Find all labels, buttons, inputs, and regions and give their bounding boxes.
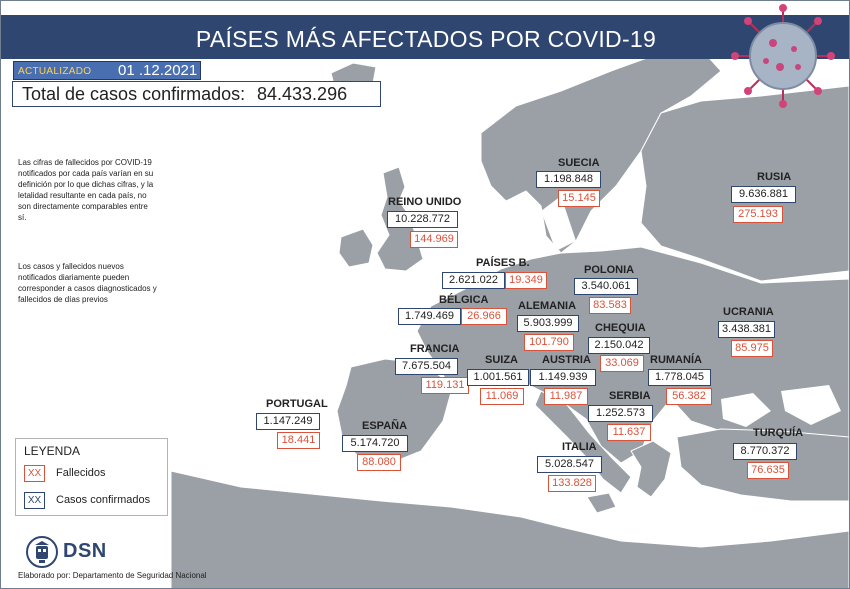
country-name-turquia: TURQUÍA	[753, 427, 804, 439]
country-name-reino-unido: REINO UNIDO	[388, 196, 462, 208]
country-cases-suecia: 1.198.848	[536, 171, 601, 188]
note-fallecidos: Las cifras de fallecidos por COVID-19 no…	[18, 158, 154, 222]
legend: LEYENDA XX Fallecidos XX Casos confirmad…	[15, 438, 168, 516]
country-name-rumania: RUMANÍA	[650, 354, 702, 366]
country-cases-espana: 5.174.720	[342, 435, 408, 452]
country-cases-portugal: 1.147.249	[256, 413, 320, 430]
country-deaths-serbia: 11.637	[607, 424, 651, 441]
dsn-emblem-icon	[26, 536, 58, 568]
country-name-suiza: SUIZA	[485, 354, 518, 366]
legend-title: LEYENDA	[24, 444, 81, 458]
country-deaths-reino-unido: 144.969	[410, 231, 458, 248]
country-deaths-ucrania: 85.975	[731, 340, 773, 357]
country-deaths-turquia: 76.635	[747, 462, 789, 479]
country-deaths-paises-bajos: 19.349	[505, 272, 547, 289]
country-cases-turquia: 8.770.372	[733, 443, 797, 460]
country-deaths-suecia: 15.145	[558, 190, 600, 207]
country-name-belgica: BÉLGICA	[439, 294, 489, 306]
country-deaths-belgica: 26.966	[461, 308, 507, 325]
country-cases-francia: 7.675.504	[395, 358, 458, 375]
country-cases-serbia: 1.252.573	[588, 405, 653, 422]
updated-label: ACTUALIZADO	[18, 66, 92, 77]
country-cases-rusia: 9.636.881	[731, 186, 796, 203]
header-bar	[1, 15, 849, 59]
legend-cases-swatch: XX	[24, 492, 45, 509]
country-deaths-espana: 88.080	[357, 454, 401, 471]
country-cases-rumania: 1.778.045	[648, 369, 711, 386]
country-deaths-chequia: 33.069	[600, 355, 644, 372]
country-deaths-rusia: 275.193	[733, 206, 783, 223]
coronavirus-icon	[731, 4, 835, 108]
country-name-italia: ITALIA	[562, 441, 597, 453]
country-cases-austria: 1.149.939	[530, 369, 596, 386]
country-name-ucrania: UCRANIA	[723, 306, 774, 318]
side-panel: Las cifras de fallecidos por COVID-19 no…	[1, 111, 171, 588]
country-cases-reino-unido: 10.228.772	[387, 211, 458, 228]
country-cases-alemania: 5.903.999	[517, 315, 579, 332]
legend-deaths-swatch: XX	[24, 465, 45, 482]
note-casos: Los casos y fallecidos nuevos notificado…	[18, 262, 157, 304]
total-cases-box: Total de casos confirmados: 84.433.296	[12, 81, 381, 107]
country-deaths-portugal: 18.441	[277, 432, 320, 449]
legend-deaths-label: Fallecidos	[56, 467, 106, 479]
credit-text: Elaborado por: Departamento de Seguridad…	[18, 571, 207, 580]
country-name-austria: AUSTRIA	[542, 354, 591, 366]
country-cases-polonia: 3.540.061	[574, 278, 638, 295]
country-cases-suiza: 1.001.561	[467, 369, 529, 386]
country-deaths-polonia: 83.583	[589, 297, 631, 314]
country-deaths-austria: 11.987	[544, 388, 588, 405]
country-cases-chequia: 2.150.042	[588, 337, 650, 354]
total-cases-value: 84.433.296	[257, 84, 348, 104]
country-name-serbia: SERBIA	[609, 390, 651, 402]
updated-badge: ACTUALIZADO 01 .12.2021	[13, 61, 201, 80]
country-deaths-alemania: 101.790	[524, 334, 574, 351]
updated-date: 01 .12.2021	[118, 62, 198, 79]
country-deaths-italia: 133.828	[548, 475, 596, 492]
country-name-espana: ESPAÑA	[362, 420, 408, 432]
legend-cases-label: Casos confirmados	[56, 494, 151, 506]
total-cases-label: Total de casos confirmados:	[22, 84, 246, 104]
country-deaths-francia: 119.131	[421, 377, 469, 394]
country-name-francia: FRANCIA	[410, 343, 460, 355]
country-deaths-rumania: 56.382	[666, 388, 712, 405]
country-cases-ucrania: 3.438.381	[718, 321, 775, 338]
country-cases-italia: 5.028.547	[537, 456, 602, 473]
country-name-alemania: ALEMANIA	[518, 300, 577, 312]
page-title: PAÍSES MÁS AFECTADOS POR COVID-19	[195, 26, 657, 52]
country-name-chequia: CHEQUIA	[595, 322, 646, 334]
country-deaths-suiza: 11.069	[480, 388, 524, 405]
country-name-rusia: RUSIA	[757, 171, 792, 183]
country-cases-belgica: 1.749.469	[398, 308, 461, 325]
country-name-suecia: SUECIA	[558, 157, 600, 169]
country-cases-paises-bajos: 2.621.022	[442, 272, 505, 289]
country-name-portugal: PORTUGAL	[266, 398, 328, 410]
dsn-logo-text: DSN	[63, 540, 107, 562]
country-name-paises-bajos: PAÍSES B.	[476, 257, 530, 269]
country-name-polonia: POLONIA	[584, 264, 635, 276]
